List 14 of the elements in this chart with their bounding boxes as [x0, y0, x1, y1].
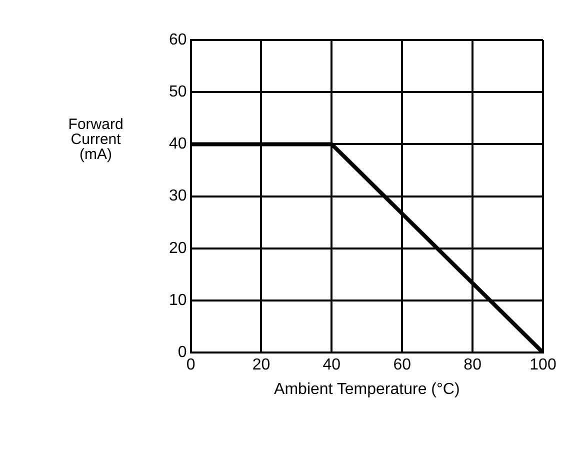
x-tick-label: 40 [322, 356, 341, 374]
y-tick-label: 0 [178, 344, 187, 362]
y-tick-label: 20 [169, 240, 187, 257]
y-axis-title: Forward Current (mA) [68, 116, 124, 164]
y-tick-label: 30 [169, 188, 187, 205]
y-tick-label: 60 [169, 31, 187, 48]
x-tick-label: 100 [530, 356, 556, 374]
x-axis-title: Ambient Temperature (°C) [274, 380, 460, 398]
x-tick-label: 80 [464, 356, 482, 374]
x-tick-label: 20 [252, 356, 270, 374]
y-tick-label: 10 [169, 292, 187, 309]
y-tick-label: 40 [169, 136, 187, 153]
y-tick-label: 50 [169, 84, 187, 101]
x-tick-label: 60 [393, 356, 412, 374]
